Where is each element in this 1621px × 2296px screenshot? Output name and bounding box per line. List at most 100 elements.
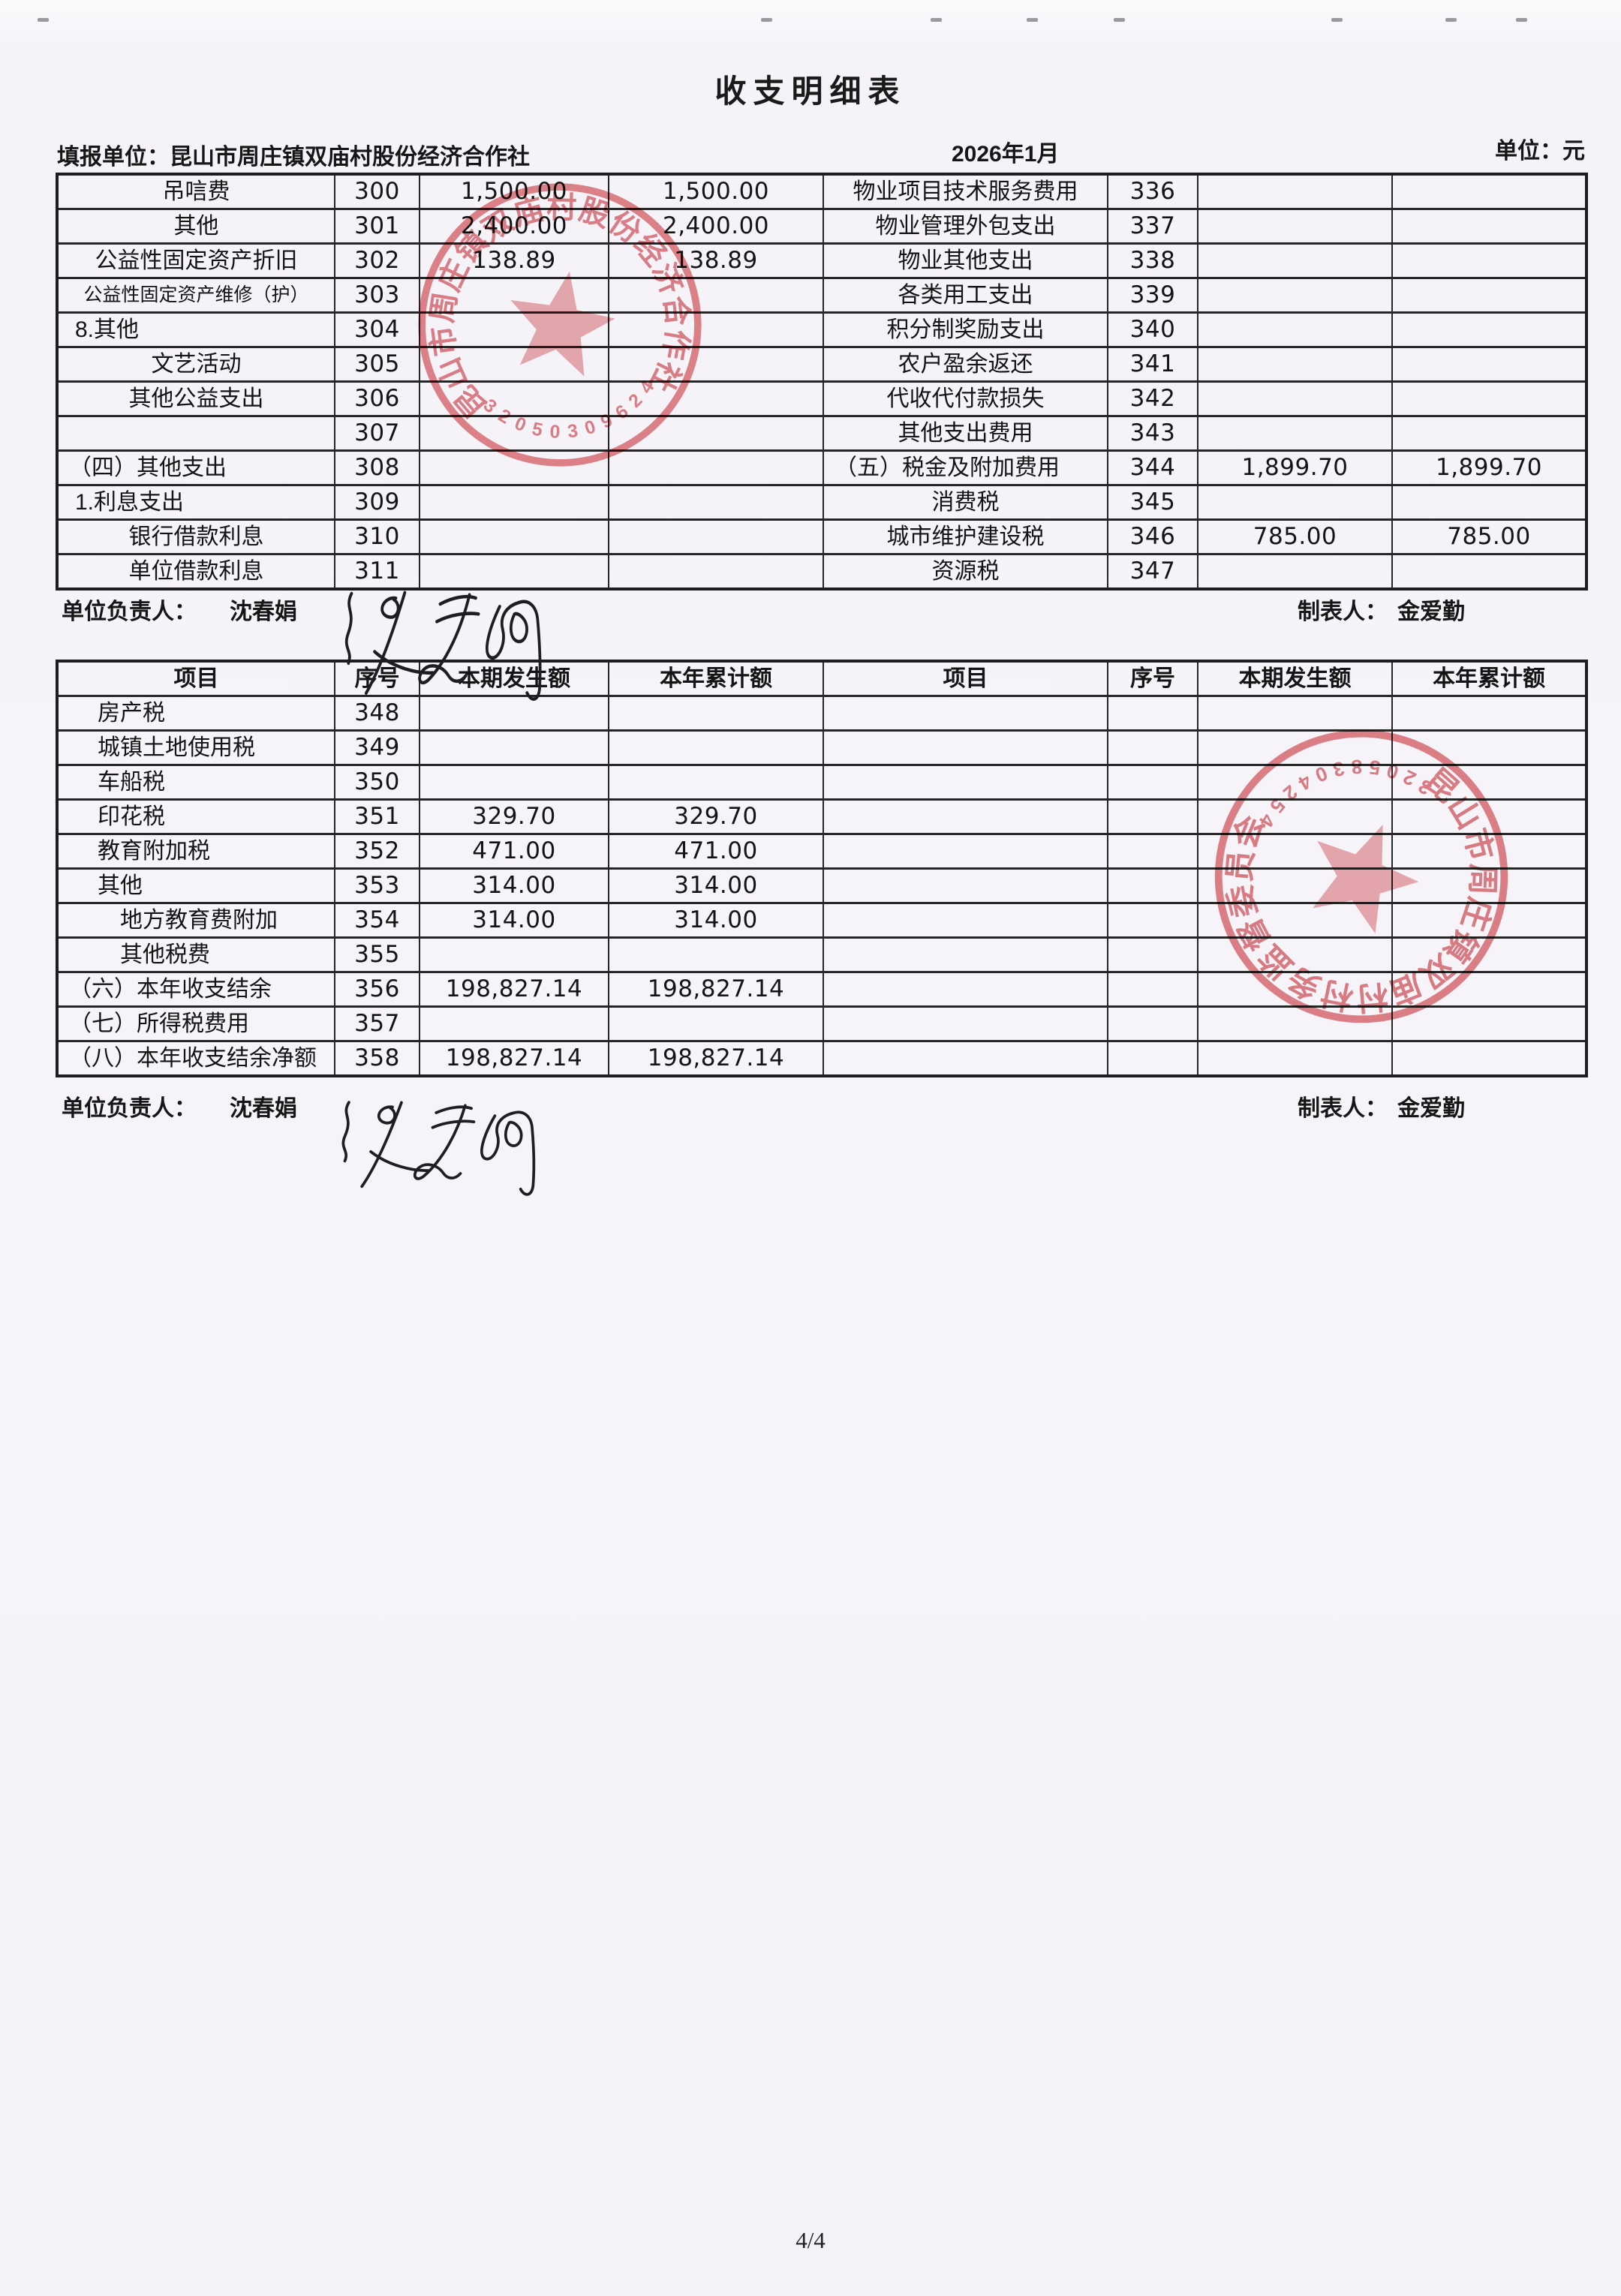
- item-code-cell: [1107, 798, 1198, 835]
- item-code-cell: 343: [1107, 415, 1198, 452]
- amount-ytd-cell: [1391, 553, 1587, 591]
- item-code-cell: 353: [334, 867, 420, 904]
- tax-table-lower: 项目 序号 本期发生额 本年累计额 项目 序号 本期发生额 本年累计额 房产税 348 城镇土地使…: [56, 660, 1588, 1077]
- item-code-cell: [1107, 764, 1198, 801]
- item-code-cell: 342: [1107, 380, 1198, 417]
- amount-current-cell: [419, 277, 609, 314]
- amount-current-cell: [1197, 798, 1393, 835]
- report-period: 2026年1月: [952, 142, 1060, 167]
- item-label-cell: [56, 415, 335, 452]
- table-row: 其他公益支出 306 代收代付款损失 342: [56, 380, 1587, 417]
- item-label-cell: [823, 1005, 1108, 1042]
- amount-ytd-cell: [608, 695, 824, 732]
- item-code-cell: 338: [1107, 242, 1198, 279]
- item-label-cell: 代收代付款损失: [823, 380, 1108, 417]
- amount-current-cell: [1197, 936, 1393, 973]
- item-label-cell: [823, 798, 1108, 835]
- amount-current-cell: 138.89: [419, 242, 609, 279]
- table-row: （八）本年收支结余净额 358 198,827.14 198,827.14: [56, 1040, 1587, 1077]
- item-label-cell: 印花税: [56, 798, 335, 835]
- amount-ytd-cell: [1391, 1005, 1587, 1042]
- table-row: 单位借款利息 311 资源税 347: [56, 553, 1587, 591]
- item-code-cell: 309: [334, 484, 420, 521]
- amount-current-cell: [419, 518, 609, 555]
- scan-artifact: [1516, 18, 1527, 22]
- expense-table-upper-wrap: 吊唁费 300 1,500.00 1,500.00 物业项目技术服务费用 336 其他 301…: [56, 173, 1588, 591]
- item-code-cell: 304: [334, 311, 420, 348]
- table-row: 印花税 351 329.70 329.70: [56, 798, 1587, 835]
- item-code-cell: 306: [334, 380, 420, 417]
- table-row: （四）其他支出 308 （五）税金及附加费用 344 1,899.70 1,899.70: [56, 449, 1587, 486]
- amount-ytd-cell: [1391, 173, 1587, 210]
- item-code-cell: 357: [334, 1005, 420, 1042]
- column-header: 本期发生额: [1197, 660, 1393, 697]
- item-code-cell: [1107, 971, 1198, 1008]
- amount-current-cell: [419, 1005, 609, 1042]
- scan-artifact: [1027, 18, 1038, 22]
- item-label-cell: 其他支出费用: [823, 415, 1108, 452]
- item-label-cell: 文艺活动: [56, 346, 335, 383]
- amount-current-cell: [1197, 553, 1393, 591]
- amount-ytd-cell: [608, 1005, 824, 1042]
- amount-ytd-cell: [608, 484, 824, 521]
- item-label-cell: 物业管理外包支出: [823, 208, 1108, 245]
- item-code-cell: 303: [334, 277, 420, 314]
- item-code-cell: 339: [1107, 277, 1198, 314]
- amount-current-cell: [1197, 1040, 1393, 1077]
- item-label-cell: （八）本年收支结余净额: [56, 1040, 335, 1077]
- item-label-cell: 房产税: [56, 695, 335, 732]
- amount-ytd-cell: 198,827.14: [608, 1040, 824, 1077]
- amount-current-cell: 1,899.70: [1197, 449, 1393, 486]
- item-code-cell: 352: [334, 833, 420, 870]
- table-row: （六）本年收支结余 356 198,827.14 198,827.14: [56, 971, 1587, 1008]
- item-label-cell: （四）其他支出: [56, 449, 335, 486]
- item-code-cell: 346: [1107, 518, 1198, 555]
- item-code-cell: [1107, 695, 1198, 732]
- item-code-cell: [1107, 833, 1198, 870]
- column-header: 本年累计额: [608, 660, 824, 697]
- amount-ytd-cell: [1391, 729, 1587, 766]
- item-label-cell: [823, 971, 1108, 1008]
- item-code-cell: [1107, 729, 1198, 766]
- item-label-cell: 地方教育费附加: [56, 902, 335, 939]
- item-code-cell: 349: [334, 729, 420, 766]
- report-meta: 填报单位：昆山市周庄镇双庙村股份经济合作社 2026年1月 单位：元: [0, 138, 1621, 170]
- item-label-cell: 资源税: [823, 553, 1108, 591]
- amount-current-cell: [419, 484, 609, 521]
- responsible-person-name: 沈春娟: [230, 1096, 297, 1121]
- item-code-cell: 301: [334, 208, 420, 245]
- expense-table-upper: 吊唁费 300 1,500.00 1,500.00 物业项目技术服务费用 336 其他 301…: [56, 173, 1588, 591]
- handwritten-signature-2: [341, 1101, 536, 1196]
- item-code-cell: 345: [1107, 484, 1198, 521]
- amount-ytd-cell: [1391, 277, 1587, 314]
- preparer-name: 金爱勤: [1397, 600, 1465, 624]
- amount-ytd-cell: [608, 311, 824, 348]
- currency-unit-label: 单位：元: [1495, 139, 1585, 164]
- item-code-cell: 350: [334, 764, 420, 801]
- amount-ytd-cell: 198,827.14: [608, 971, 824, 1008]
- responsible-person-label: 单位负责人：: [62, 1096, 197, 1121]
- table-row: 公益性固定资产折旧 302 138.89 138.89 物业其他支出 338: [56, 242, 1587, 279]
- amount-ytd-cell: [1391, 798, 1587, 835]
- item-code-cell: 337: [1107, 208, 1198, 245]
- amount-current-cell: [1197, 415, 1393, 452]
- amount-current-cell: [1197, 1005, 1393, 1042]
- item-label-cell: [823, 833, 1108, 870]
- item-code-cell: 308: [334, 449, 420, 486]
- amount-current-cell: [1197, 277, 1393, 314]
- item-label-cell: 公益性固定资产折旧: [56, 242, 335, 279]
- item-label-cell: [823, 695, 1108, 732]
- item-label-cell: 城市维护建设税: [823, 518, 1108, 555]
- amount-current-cell: [1197, 833, 1393, 870]
- amount-ytd-cell: 138.89: [608, 242, 824, 279]
- amount-current-cell: [419, 764, 609, 801]
- amount-ytd-cell: [1391, 346, 1587, 383]
- table-row: 307 其他支出费用 343: [56, 415, 1587, 452]
- item-label-cell: 银行借款利息: [56, 518, 335, 555]
- item-label-cell: （五）税金及附加费用: [823, 449, 1108, 486]
- column-header: 本年累计额: [1391, 660, 1587, 697]
- item-code-cell: [1107, 902, 1198, 939]
- item-code-cell: 305: [334, 346, 420, 383]
- table-row: 房产税 348: [56, 695, 1587, 732]
- amount-ytd-cell: [608, 380, 824, 417]
